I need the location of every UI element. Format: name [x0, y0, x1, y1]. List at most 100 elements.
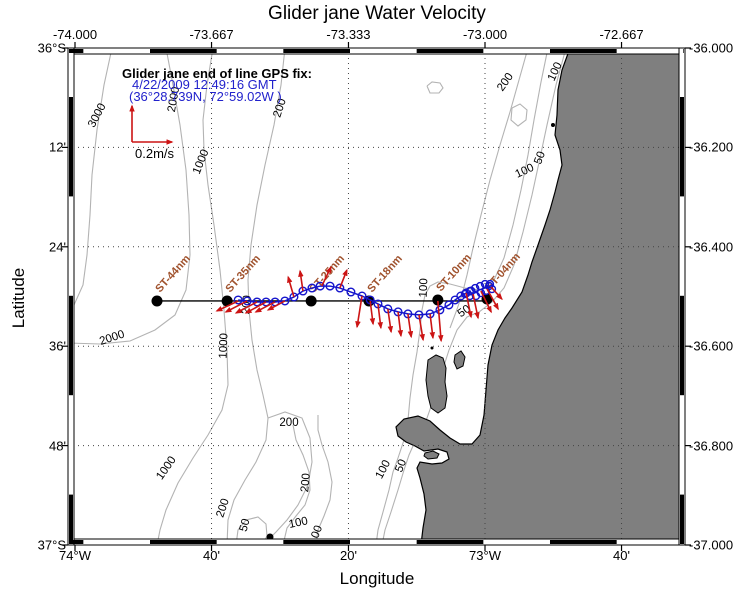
bottom-tick-label: 73°W	[469, 548, 501, 563]
velocity-vector	[429, 313, 436, 340]
land-island	[423, 450, 440, 460]
velocity-vector	[465, 292, 473, 319]
right-tick-label: -36.000	[689, 40, 734, 56]
velocity-vector	[377, 303, 383, 330]
velocity-vector	[298, 269, 304, 292]
gps-fix-position: (36°28.739N, 72°59.02W )	[129, 89, 282, 104]
frame-segment	[283, 49, 350, 53]
frame-segment	[549, 49, 617, 53]
glider-track-marker	[242, 296, 252, 306]
gps-fix-marker	[481, 286, 491, 296]
frame-segment	[416, 49, 484, 53]
velocity-vector	[254, 301, 276, 313]
contour-depth-label: 2000	[98, 328, 126, 347]
gps-fix-marker	[470, 283, 480, 293]
contour-depth-label: 100	[514, 162, 536, 181]
frame-segment	[69, 540, 84, 544]
velocity-vector	[321, 265, 332, 287]
station-dot	[221, 295, 233, 307]
frame-segment	[150, 49, 217, 53]
land-islet	[551, 123, 555, 127]
top-tick-label: -73.667	[189, 27, 234, 42]
left-tick-label: 12'	[49, 139, 66, 155]
velocity-vector	[397, 311, 404, 338]
contour-depth-label: 200	[279, 417, 298, 429]
velocity-vector	[215, 300, 239, 312]
velocity-scale-label: 0.2m/s	[135, 146, 175, 161]
contour-depth-label: 1000	[191, 148, 212, 176]
contour-depth-label: 100	[418, 278, 431, 298]
top-tick-label: -73.000	[462, 27, 508, 42]
contour-depth-label: 3000	[86, 101, 109, 129]
glider-track-marker	[315, 281, 325, 291]
depth-contour-100	[375, 48, 549, 545]
frame-segment	[683, 49, 684, 53]
land-mainland	[395, 48, 685, 545]
land-islet	[430, 346, 434, 350]
right-tick-label: -36.600	[689, 338, 734, 354]
velocity-vector	[486, 288, 499, 311]
depth-contour-1000	[156, 48, 229, 545]
map-frame	[62, 42, 691, 551]
velocity-vector	[480, 290, 492, 314]
top-tick-label: -72.667	[599, 27, 644, 42]
depth-contour-3000	[68, 48, 113, 316]
frame-segment	[69, 49, 84, 53]
depth-contour-200	[267, 411, 313, 541]
velocity-vector	[234, 301, 258, 314]
bottom-tick-label: 40'	[613, 548, 630, 563]
land-island	[425, 354, 448, 414]
glider-track-marker	[280, 296, 290, 306]
glider-track-marker	[252, 297, 262, 307]
frame-segment	[283, 540, 350, 544]
glider-track-marker	[435, 305, 445, 315]
contour-depth-label: 200	[214, 497, 231, 519]
velocity-vector	[339, 268, 348, 289]
contour-depth-label: 100	[288, 515, 309, 531]
contour-depth-label: 1000	[218, 333, 231, 359]
station-label: ST-44nm	[153, 253, 193, 295]
glider-track-marker	[346, 287, 356, 297]
velocity-vector	[387, 308, 394, 334]
bottom-tick-label: 74°W	[59, 548, 91, 563]
depth-contour-2000	[68, 48, 191, 345]
left-tick-label: 24'	[49, 239, 66, 255]
depth-contour-100	[282, 424, 311, 545]
contour-depth-label: 100	[374, 458, 394, 481]
gps-fix-marker	[471, 291, 481, 301]
frame-segment	[680, 494, 684, 544]
frame-segment	[680, 295, 684, 396]
right-tick-label: -36.400	[689, 239, 734, 255]
frame-segment	[69, 494, 73, 544]
glider-track-marker	[444, 300, 454, 310]
right-tick-label: -36.800	[689, 438, 734, 454]
station-label: ST-18nm	[365, 253, 405, 295]
frame-segment	[69, 97, 73, 197]
bottom-tick-label: 40'	[203, 548, 220, 563]
contour-depth-label: 200	[299, 473, 313, 493]
gps-fix-datetime: 4/22/2009 12:49:16 GMT	[132, 77, 277, 92]
contour-depth-label: 50	[393, 458, 409, 474]
gps-fix-heading: Glider jane end of line GPS fix:	[122, 66, 312, 81]
x-axis-title: Longitude	[339, 569, 415, 588]
land-island	[453, 350, 466, 370]
glider-track-marker	[335, 283, 345, 293]
glider-track-marker	[289, 292, 299, 302]
station-label: ST-35nm	[223, 253, 263, 295]
y-axis-title: Latitude	[9, 267, 28, 329]
velocity-vector	[407, 313, 414, 339]
frame-segment	[416, 540, 484, 544]
velocity-vector	[472, 293, 480, 320]
right-tick-label: -37.000	[689, 537, 734, 553]
gps-fix-marker	[485, 279, 495, 289]
velocity-vector	[418, 314, 425, 342]
contour-depth-label: 200	[271, 97, 288, 119]
velocity-vector	[355, 295, 363, 329]
velocity-vector	[224, 300, 248, 313]
contour-depth-label: 2000	[166, 86, 182, 113]
top-tick-label: -73.333	[326, 27, 371, 42]
velocity-vector	[437, 300, 444, 343]
depth-contour-50	[510, 103, 528, 127]
glider-track-marker	[233, 295, 243, 305]
